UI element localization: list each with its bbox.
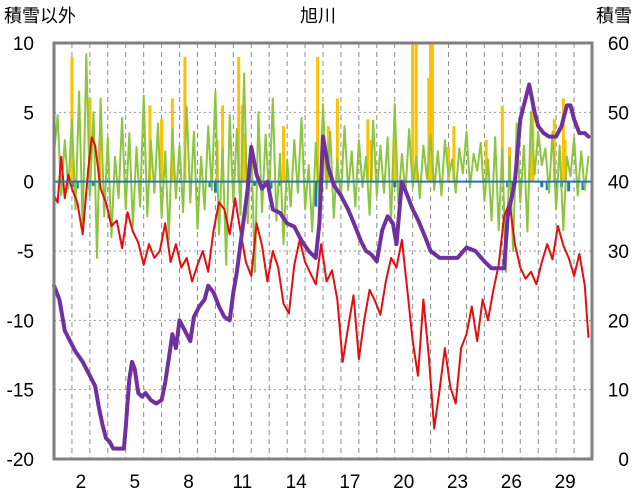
left-tick-label: -15	[7, 381, 34, 402]
left-tick-label: -20	[7, 450, 34, 471]
pressure-bar	[269, 181, 273, 189]
x-tick-label: 29	[555, 472, 576, 493]
pressure-bar	[91, 181, 95, 186]
right-tick-label: 60	[608, 34, 629, 55]
plot-border	[52, 41, 594, 461]
pressure-bar	[213, 181, 217, 193]
snowfall-bar	[393, 133, 397, 182]
snowfall-bar	[484, 140, 488, 182]
x-axis-ticks: 2 5 8 11 14 17 20 23 26 29	[76, 472, 576, 493]
pressure-bar	[567, 181, 571, 192]
snow-depth-line	[52, 82, 591, 451]
pressure-bar	[581, 181, 585, 190]
right-tick-label: 40	[608, 173, 629, 194]
right-tick-label: 20	[608, 311, 629, 332]
left-tick-label: 5	[23, 103, 34, 124]
snowfall-bar	[452, 126, 456, 182]
left-axis-ticks: 10 5 0 -5 -10 -15 -20	[7, 34, 34, 471]
left-tick-label: 0	[23, 173, 34, 194]
pressure-bar	[75, 181, 79, 189]
snowfall-bar	[411, 43, 415, 182]
snowfall-bar	[183, 56, 187, 182]
snowfall-bar	[427, 77, 431, 182]
x-tick-label: 5	[129, 472, 140, 493]
left-tick-label: -5	[17, 242, 34, 263]
snowfall-bar	[366, 119, 370, 182]
x-tick-label: 11	[232, 472, 252, 493]
snowfall-bar	[563, 140, 567, 182]
left-tick-label: -10	[7, 311, 34, 332]
right-tick-label: 30	[608, 242, 629, 263]
pressure-bar	[314, 181, 318, 207]
snowfall-bar	[160, 119, 164, 182]
snowfall-bar	[316, 56, 320, 182]
pressure-bar	[545, 181, 549, 190]
pressure-bar	[253, 181, 257, 186]
left-tick-label: 10	[13, 34, 34, 55]
chart-title: 旭川	[300, 6, 336, 26]
x-tick-label: 26	[501, 472, 522, 493]
right-tick-label: 0	[618, 450, 629, 471]
x-tick-label: 2	[76, 472, 87, 493]
pressure-bar	[393, 181, 397, 188]
x-tick-label: 23	[447, 472, 468, 493]
snowfall-bar	[282, 126, 286, 182]
snowfall-bar	[561, 98, 565, 182]
x-tick-label: 14	[286, 472, 308, 493]
snowfall-bar	[429, 43, 433, 182]
left-axis-label: 積雪以外	[4, 6, 76, 26]
snow-depth-polyline	[52, 82, 591, 451]
snowfall-bar	[221, 105, 225, 182]
snowfall-bar	[430, 43, 434, 182]
pressure-bar	[208, 181, 212, 188]
temperature-line	[53, 136, 590, 430]
temperature-polyline	[53, 136, 590, 430]
snowfall-bar	[242, 133, 246, 182]
snowfall-bar	[335, 98, 339, 182]
right-axis-label: 積雪	[596, 6, 632, 26]
pressure-bar	[554, 181, 558, 189]
x-tick-label: 17	[339, 472, 360, 493]
snowfall-bar	[500, 105, 504, 182]
snowfall-bar	[88, 98, 92, 182]
pressure-bar	[278, 181, 282, 186]
snowfall-bar	[529, 126, 533, 182]
snowfall-bar	[237, 56, 241, 182]
right-tick-label: 50	[608, 103, 629, 124]
right-tick-label: 10	[608, 381, 629, 402]
right-axis-ticks: 60 50 40 30 20 10 0	[608, 34, 629, 471]
x-tick-label: 8	[183, 472, 194, 493]
snowfall-bar	[414, 43, 418, 182]
snowfall-bar	[447, 147, 451, 182]
x-tick-label: 20	[393, 472, 414, 493]
pressure-bar	[540, 181, 544, 188]
